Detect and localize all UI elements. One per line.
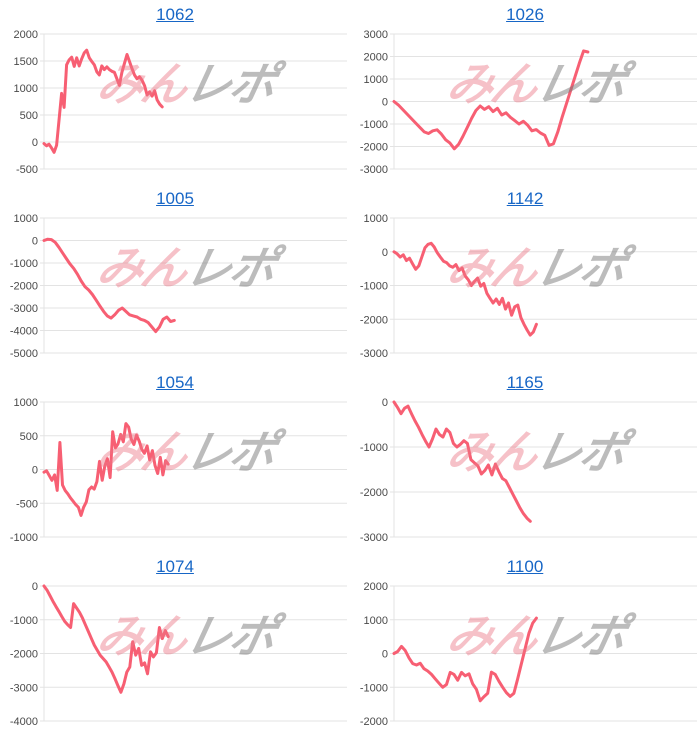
chart-cell: 1062 2000 1500 1000 500 0 -500 みんレポ (0, 0, 350, 184)
y-axis-label: -3000 (360, 532, 388, 544)
series-line (392, 241, 538, 337)
series-line (42, 237, 176, 334)
y-axis-label: 2000 (14, 29, 38, 41)
y-axis-label: -2000 (10, 649, 38, 661)
chart-cell: 1074 0 -1000 -2000 -3000 -4000 みんレポ (0, 552, 350, 736)
y-axis-label: -3000 (10, 303, 38, 315)
chart-svg: 1000 0 -1000 -2000 -3000 (360, 213, 697, 360)
chart-svg: 2000 1000 0 -1000 -2000 (360, 581, 697, 728)
series-line (42, 422, 170, 517)
y-axis-label: 500 (20, 431, 38, 443)
machine-number-link[interactable]: 1062 (156, 5, 194, 24)
y-axis-label: 1000 (14, 83, 38, 95)
machine-number-link[interactable]: 1142 (506, 189, 544, 208)
series-line (392, 616, 538, 703)
y-axis-label: -4000 (10, 326, 38, 338)
line-chart: 0 -1000 -2000 -3000 みんレポ (350, 397, 699, 549)
chart-title-row: 1074 (0, 557, 350, 581)
y-axis-label: 0 (382, 397, 388, 409)
chart-svg: 2000 1500 1000 500 0 -500 (14, 29, 347, 176)
chart-cell: 1165 0 -1000 -2000 -3000 みんレポ (350, 368, 700, 552)
y-axis-label: -4000 (10, 716, 38, 728)
chart-svg: 0 -1000 -2000 -3000 -4000 (10, 581, 347, 728)
y-axis-label: -500 (16, 164, 38, 176)
chart-svg: 1000 500 0 -500 -1000 (10, 397, 347, 544)
y-axis-label: 0 (32, 236, 38, 248)
machine-number-link[interactable]: 1005 (156, 189, 194, 208)
machine-number-link[interactable]: 1074 (156, 557, 194, 576)
chart-svg: 1000 0 -1000 -2000 -3000 -4000 -5000 (10, 213, 347, 360)
chart-title-row: 1062 (0, 5, 350, 29)
line-chart: 1000 0 -1000 -2000 -3000 -4000 -5000 みんレポ (0, 213, 349, 365)
y-axis-label: 1000 (364, 615, 388, 627)
series-line (392, 400, 532, 523)
series-line (42, 584, 170, 694)
chart-title-row: 1026 (350, 5, 700, 29)
y-axis-label: -1000 (10, 532, 38, 544)
y-axis-label: 0 (382, 649, 388, 661)
y-axis-label: -2000 (360, 487, 388, 499)
series-line (42, 48, 164, 154)
y-axis-label: -500 (16, 498, 38, 510)
y-axis-label: 0 (382, 247, 388, 259)
y-axis-label: -1000 (360, 442, 388, 454)
y-axis-label: -3000 (360, 164, 388, 176)
y-axis-label: 0 (32, 581, 38, 593)
y-axis-label: 1500 (14, 56, 38, 68)
y-axis-label: 3000 (364, 29, 388, 41)
y-axis-label: 1000 (14, 397, 38, 409)
y-axis-label: 2000 (364, 52, 388, 64)
y-axis-label: 2000 (364, 581, 388, 593)
line-chart: 1000 500 0 -500 -1000 みんレポ (0, 397, 349, 549)
y-axis-label: 0 (32, 465, 38, 477)
chart-svg: 3000 2000 1000 0 -1000 -2000 -3000 (360, 29, 697, 176)
y-axis-label: -2000 (360, 716, 388, 728)
chart-cell: 1054 1000 500 0 -500 -1000 みんレポ (0, 368, 350, 552)
line-chart: 2000 1000 0 -1000 -2000 みんレポ (350, 581, 699, 733)
chart-cell: 1100 2000 1000 0 -1000 -2000 みんレポ (350, 552, 700, 736)
machine-number-link[interactable]: 1100 (506, 557, 544, 576)
y-axis-label: -1000 (360, 281, 388, 293)
chart-title-row: 1165 (350, 373, 700, 397)
y-axis-label: -2000 (360, 142, 388, 154)
machine-number-link[interactable]: 1165 (506, 373, 544, 392)
y-axis-label: 1000 (14, 213, 38, 225)
line-chart: 0 -1000 -2000 -3000 -4000 みんレポ (0, 581, 349, 733)
y-axis-label: -3000 (360, 348, 388, 360)
line-chart: 1000 0 -1000 -2000 -3000 みんレポ (350, 213, 699, 365)
machine-number-link[interactable]: 1054 (156, 373, 194, 392)
chart-cell: 1026 3000 2000 1000 0 -1000 -2000 -3000 みんレポ (350, 0, 700, 184)
y-axis-label: -1000 (360, 119, 388, 131)
y-axis-label: 1000 (364, 74, 388, 86)
y-axis-label: -1000 (10, 258, 38, 270)
y-axis-label: -3000 (10, 682, 38, 694)
series-line (392, 49, 590, 151)
machine-number-link[interactable]: 1026 (506, 5, 544, 24)
y-axis-label: 1000 (364, 213, 388, 225)
chart-title-row: 1005 (0, 189, 350, 213)
y-axis-label: -1000 (360, 682, 388, 694)
chart-cell: 1005 1000 0 -1000 -2000 -3000 -4000 -5000 みんレポ (0, 184, 350, 368)
y-axis-label: -2000 (360, 314, 388, 326)
chart-cell: 1142 1000 0 -1000 -2000 -3000 みんレポ (350, 184, 700, 368)
y-axis-label: -1000 (10, 615, 38, 627)
y-axis-label: -2000 (10, 281, 38, 293)
y-axis-label: -5000 (10, 348, 38, 360)
line-chart: 2000 1500 1000 500 0 -500 みんレポ (0, 29, 349, 181)
chart-title-row: 1054 (0, 373, 350, 397)
y-axis-label: 0 (32, 137, 38, 149)
chart-svg: 0 -1000 -2000 -3000 (360, 397, 697, 544)
chart-title-row: 1142 (350, 189, 700, 213)
y-axis-label: 0 (382, 97, 388, 109)
chart-title-row: 1100 (350, 557, 700, 581)
line-chart: 3000 2000 1000 0 -1000 -2000 -3000 みんレポ (350, 29, 699, 181)
y-axis-label: 500 (20, 110, 38, 122)
